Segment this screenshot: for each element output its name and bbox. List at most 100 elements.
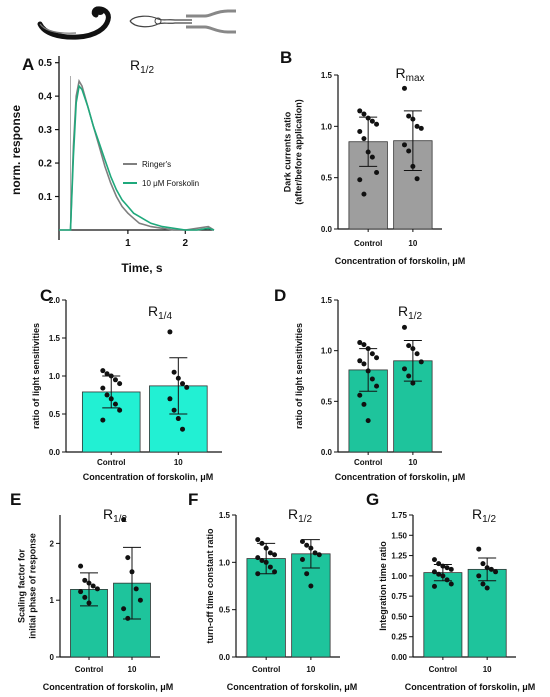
y-tick-label-G: 0.00 <box>391 653 407 662</box>
y-tick-label-F: 1.0 <box>219 558 231 567</box>
data-point-G <box>448 581 454 587</box>
y-tick-label-D: 0.5 <box>321 397 333 406</box>
data-point-E <box>86 600 92 606</box>
x-tick-label-D: Control <box>354 458 382 467</box>
y-tick-label-E: 2 <box>50 539 55 548</box>
data-point-B <box>357 128 363 134</box>
data-point-F <box>308 545 314 551</box>
y-axis-label-B: Dark currents ratio <box>283 111 293 192</box>
panel-D: D R1/2 0.0 0.5 1.0 1.5 ratio of light sensitiv… <box>274 286 465 482</box>
y-tick-label-C: 0.0 <box>49 448 61 457</box>
data-point-B <box>414 123 420 129</box>
suction-pipette-illustration <box>186 9 236 34</box>
data-point-C <box>104 371 110 377</box>
data-point-C <box>112 377 118 383</box>
data-point-C <box>100 417 106 423</box>
x-tick-label-F: 10 <box>306 665 315 674</box>
data-point-E <box>125 615 131 621</box>
data-point-B <box>410 163 416 169</box>
data-point-D <box>374 355 380 361</box>
rod-cell-illustration <box>129 15 192 28</box>
data-point-F <box>304 571 310 577</box>
data-point-C <box>117 381 123 387</box>
panel-label-C: C <box>40 286 52 305</box>
data-point-B <box>369 118 375 124</box>
data-point-C <box>175 416 181 422</box>
data-point-E <box>129 569 135 575</box>
data-point-D <box>357 340 363 346</box>
data-point-E <box>82 577 88 583</box>
data-point-D <box>365 368 371 374</box>
y-tick-label-A: 0.3 <box>38 125 52 136</box>
data-point-D <box>406 373 412 379</box>
data-point-C <box>104 392 110 398</box>
y-tick-label-A: 0.5 <box>38 58 52 69</box>
data-point-F <box>272 569 278 575</box>
data-point-E <box>78 563 84 569</box>
data-point-F <box>267 564 273 570</box>
data-point-G <box>480 561 486 567</box>
panel-label-D: D <box>274 286 286 305</box>
data-point-G <box>431 557 437 563</box>
data-point-B <box>406 148 412 154</box>
data-point-G <box>436 571 442 577</box>
data-point-F <box>312 550 318 556</box>
data-point-C <box>180 381 186 387</box>
data-point-D <box>365 418 371 424</box>
data-point-D <box>365 346 371 352</box>
data-point-C <box>171 369 177 375</box>
data-point-F <box>255 571 261 577</box>
y-tick-label-G: 0.25 <box>391 633 407 642</box>
lamprey-illustration <box>37 6 111 40</box>
legend-label: 10 μM Forskolin <box>142 179 199 188</box>
data-point-C <box>112 401 118 407</box>
series-line-forskolin <box>59 84 215 231</box>
data-point-B <box>361 111 367 117</box>
x-tick-label-F: Control <box>252 665 280 674</box>
data-point-D <box>369 376 375 382</box>
data-point-B <box>401 85 407 91</box>
data-point-G <box>476 546 482 552</box>
chart-title-G: R1/2 <box>472 506 496 525</box>
y-axis-label-G: Integration time ratio <box>378 541 388 631</box>
data-point-F <box>308 583 314 589</box>
legend-label: Ringer's <box>142 160 171 169</box>
data-point-C <box>108 396 114 402</box>
data-point-F <box>299 556 305 562</box>
y-tick-label-G: 1.25 <box>391 552 407 561</box>
data-point-G <box>448 566 454 572</box>
data-point-F <box>263 545 269 551</box>
x-axis-label-D: Concentration of forskolin, μM <box>335 472 466 482</box>
chart-title-B: Rmax <box>395 65 424 84</box>
data-point-G <box>444 577 450 583</box>
x-tick-label-A: 2 <box>183 238 189 249</box>
panel-label-E: E <box>10 490 21 509</box>
y-axis-label-F: turn-off time constant ratio <box>205 528 215 643</box>
y-axis-label-B: (after/before application) <box>294 99 304 205</box>
bar-G-forskolin <box>467 568 507 658</box>
x-axis-label-G: Concentration of forskolin, μM <box>405 682 536 692</box>
panel-E: E R1/2 0 1 2 Scaling factor for initial phase … <box>10 490 173 692</box>
data-point-G <box>431 569 437 575</box>
y-tick-label-B: 0.5 <box>321 174 333 183</box>
y-tick-label-A: 0.1 <box>38 192 52 203</box>
y-tick-label-G: 1.00 <box>391 572 407 581</box>
x-axis-label-C: Concentration of forskolin, μM <box>83 472 214 482</box>
data-point-D <box>410 380 416 386</box>
x-tick-label-E: 10 <box>128 665 137 674</box>
y-axis-label-D: ratio of light sensitivities <box>294 323 304 429</box>
data-point-D <box>369 351 375 357</box>
data-point-B <box>357 177 363 183</box>
data-point-E <box>137 597 143 603</box>
data-point-E <box>86 580 92 586</box>
x-axis-label-B: Concentration of forskolin, μM <box>335 256 466 266</box>
data-point-E <box>78 589 84 595</box>
y-tick-label-E: 0 <box>50 653 55 662</box>
data-point-B <box>361 191 367 197</box>
panel-F: F R1/2 0.0 0.5 1.0 1.5 turn-off time constant … <box>188 490 357 692</box>
data-point-G <box>436 561 442 567</box>
chart-title-E: R1/2 <box>103 506 127 525</box>
y-tick-label-C: 0.5 <box>49 410 61 419</box>
panel-B: B Rmax 0.0 0.5 1.0 1.5 Dark currents ratio (aft… <box>280 48 465 266</box>
data-point-C <box>100 385 106 391</box>
